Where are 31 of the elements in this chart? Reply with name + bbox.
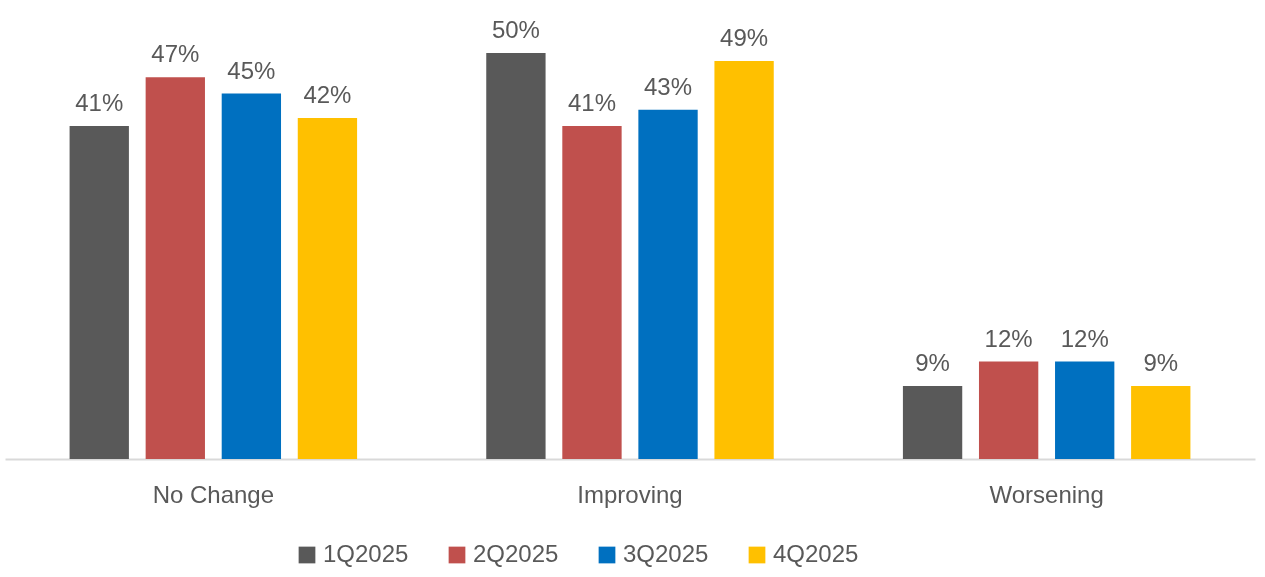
bar bbox=[1131, 385, 1191, 459]
bar bbox=[486, 53, 546, 459]
bar bbox=[562, 126, 622, 459]
data-label: 12% bbox=[984, 324, 1033, 352]
legend-label: 3Q2025 bbox=[623, 540, 709, 567]
bar bbox=[221, 93, 282, 459]
x-tick-label: Worsening bbox=[989, 480, 1104, 508]
legend-label: 1Q2025 bbox=[323, 540, 409, 567]
data-label: 9% bbox=[1143, 348, 1179, 376]
data-label: 41% bbox=[75, 89, 124, 117]
data-label: 42% bbox=[303, 80, 352, 108]
bar bbox=[638, 109, 698, 459]
data-label: 47% bbox=[151, 40, 200, 68]
data-label: 45% bbox=[227, 56, 276, 84]
x-tick-label: No Change bbox=[152, 480, 275, 508]
data-label: 43% bbox=[644, 72, 693, 100]
data-label: 41% bbox=[567, 89, 616, 117]
bar bbox=[1055, 361, 1115, 459]
bar bbox=[145, 77, 205, 459]
bar bbox=[978, 361, 1039, 459]
legend-label: 4Q2025 bbox=[773, 540, 859, 567]
bar bbox=[714, 61, 774, 459]
data-label: 49% bbox=[720, 24, 769, 52]
data-label: 50% bbox=[491, 16, 540, 43]
bar bbox=[297, 117, 358, 459]
data-label: 9% bbox=[915, 348, 950, 376]
data-label: 12% bbox=[1060, 324, 1109, 352]
x-tick-label: Improving bbox=[577, 480, 683, 508]
bar bbox=[902, 385, 963, 459]
legend-label: 2Q2025 bbox=[473, 540, 559, 567]
bar bbox=[69, 126, 129, 459]
